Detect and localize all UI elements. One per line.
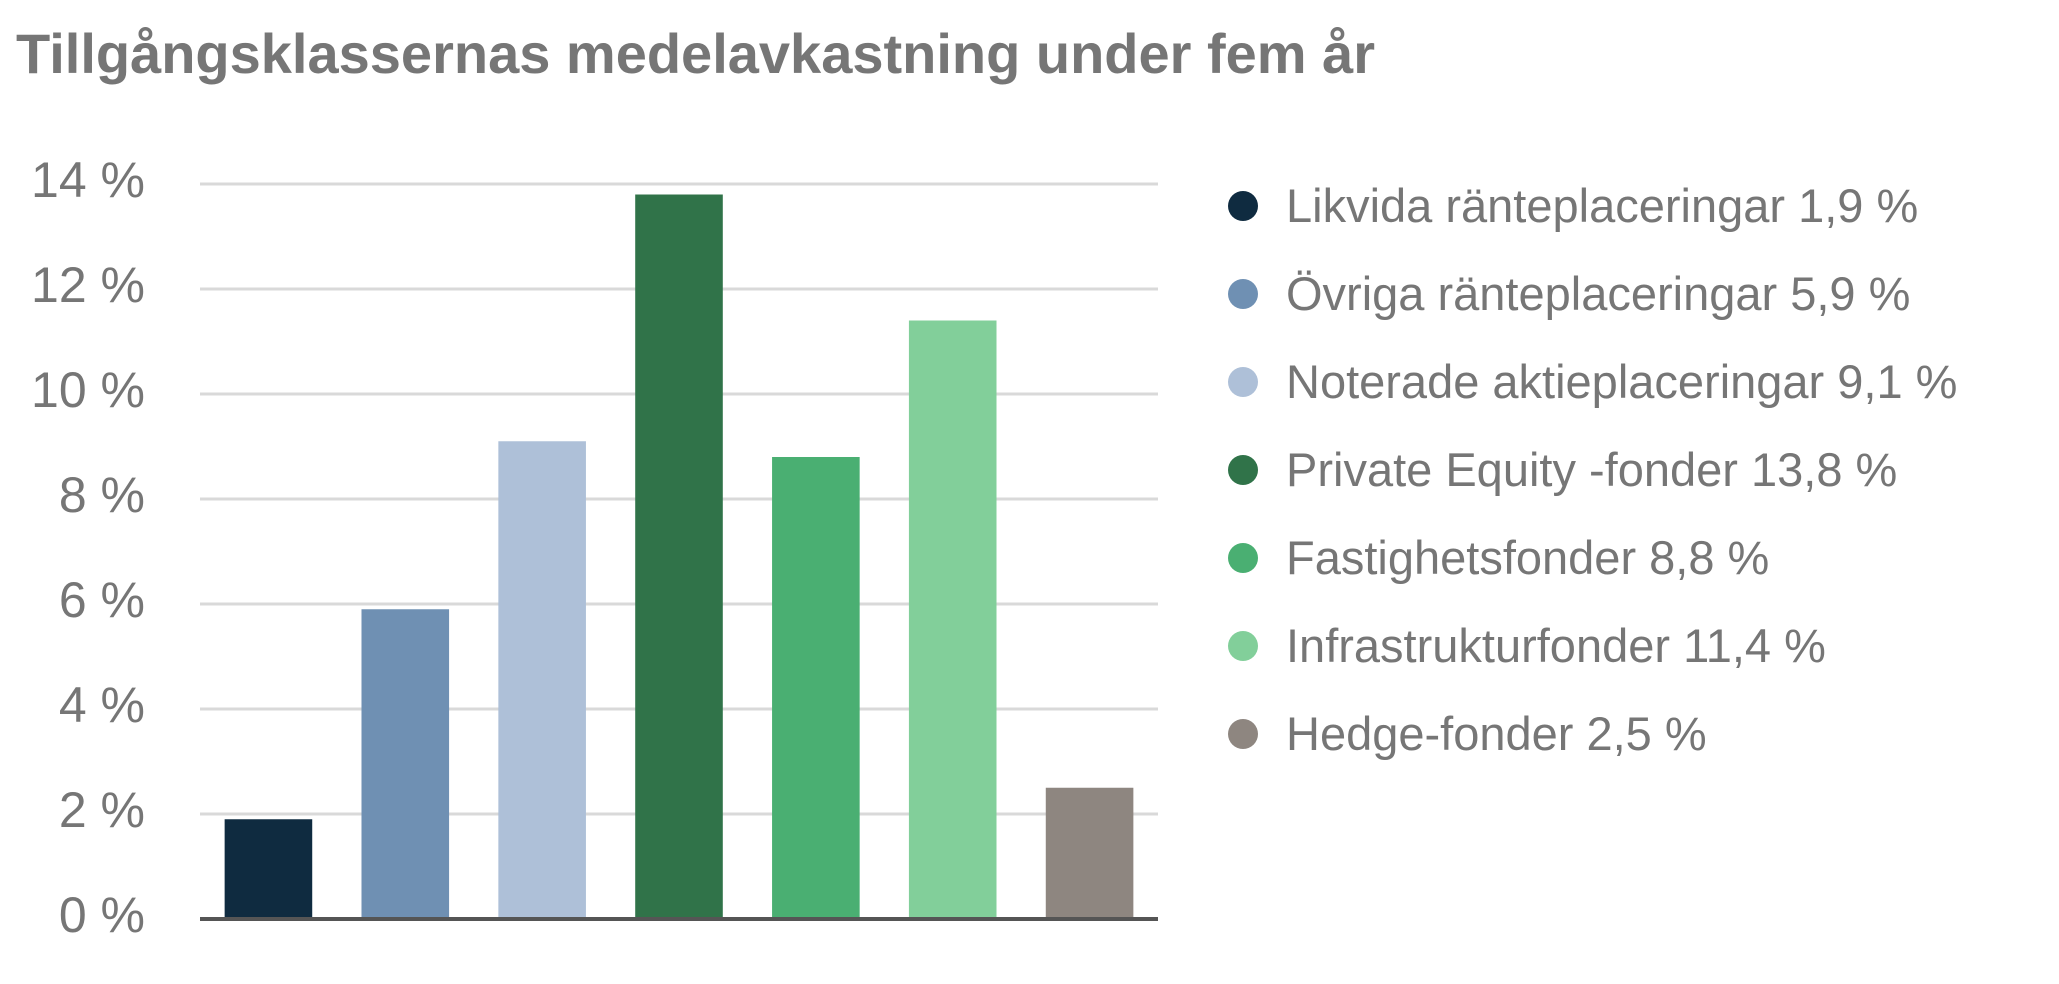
legend-entry: Hedge-fonder 2,5 % [1228,696,2018,772]
legend-marker [1228,279,1258,309]
y-tick-label: 0 % [59,887,145,943]
legend-marker [1228,367,1258,397]
bar [224,819,313,919]
legend-label: Private Equity -fonder 13,8 % [1286,443,1898,496]
bar [908,320,997,919]
legend-marker [1228,455,1258,485]
legend-label: Infrastrukturfonder 11,4 % [1286,619,1826,672]
bar [772,457,860,919]
bar [635,194,723,919]
legend-label: Fastighetsfonder 8,8 % [1286,531,1770,584]
y-tick-label: 6 % [59,572,145,628]
legend-entry: Fastighetsfonder 8,8 % [1228,520,2018,596]
legend-marker [1228,631,1258,661]
legend-label: Övriga ränteplaceringar 5,9 % [1286,267,1911,320]
y-tick-label: 14 % [31,152,145,208]
legend-marker [1228,543,1258,573]
legend-entry: Likvida ränteplaceringar 1,9 % [1228,168,2018,244]
bar [361,609,450,919]
legend-label: Likvida ränteplaceringar 1,9 % [1286,179,1919,232]
y-tick-label: 4 % [59,677,145,733]
legend: Likvida ränteplaceringar 1,9 % Övriga rän… [1228,168,2018,784]
legend-entry: Infrastrukturfonder 11,4 % [1228,608,2018,684]
legend-label: Hedge-fonder 2,5 % [1286,707,1707,760]
legend-label: Noterade aktieplaceringar 9,1 % [1286,355,1958,408]
bar [1045,787,1134,919]
legend-entry: Övriga ränteplaceringar 5,9 % [1228,256,2018,332]
y-tick-label: 12 % [31,257,145,313]
bar [498,441,586,919]
legend-entry: Noterade aktieplaceringar 9,1 % [1228,344,2018,420]
chart-title: Tillgångsklassernas medelavkastning unde… [16,22,1375,85]
y-tick-label: 10 % [31,362,145,418]
legend-entry: Private Equity -fonder 13,8 % [1228,432,2018,508]
legend-marker [1228,719,1258,749]
y-tick-label: 8 % [59,467,145,523]
y-tick-label: 2 % [59,782,145,838]
legend-marker [1228,191,1258,221]
